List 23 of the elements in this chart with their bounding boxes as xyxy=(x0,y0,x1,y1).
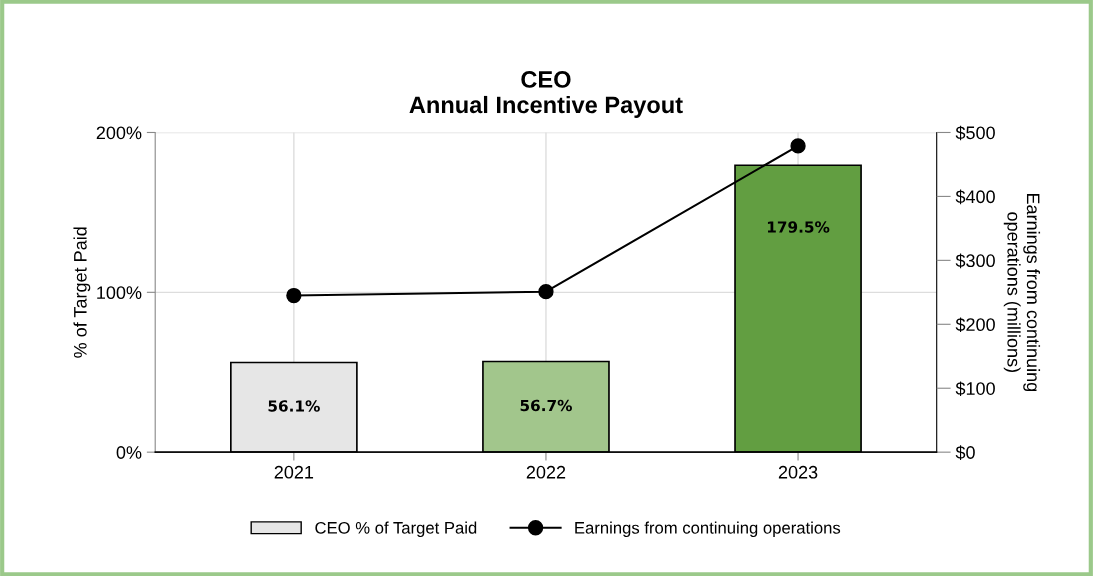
point xyxy=(538,284,554,300)
y2-axis-title: Earnings from continuing operations (millions) xyxy=(1003,193,1041,392)
y2-tick-label: $200 xyxy=(955,317,995,333)
data-label: 179.5% xyxy=(767,221,830,233)
point xyxy=(790,138,806,154)
data-label: 56.7% xyxy=(520,399,572,412)
x-tick-label: 2022 xyxy=(526,465,566,479)
y2-tick-label: $0 xyxy=(955,445,975,460)
x-tick-label: 2023 xyxy=(778,465,818,479)
y2-tick-label: $500 xyxy=(955,125,995,141)
y-tick-label: 100% xyxy=(97,286,142,300)
y2-tick-label: $400 xyxy=(955,189,995,205)
point xyxy=(286,287,302,304)
y-tick-label: 0% xyxy=(116,446,142,459)
y-axis-title: % of Target Paid xyxy=(73,227,91,358)
y2-tick-label: $300 xyxy=(955,253,995,269)
y-tick-label: 200% xyxy=(96,126,142,140)
legend-label: Earnings from continuing operations xyxy=(575,521,841,538)
y2-tick-label: $100 xyxy=(955,381,995,397)
x-tick-label: 2021 xyxy=(274,465,314,479)
chart-title: CEO Annual Incentive Payout xyxy=(409,71,683,118)
data-label: 56.1% xyxy=(268,400,320,412)
legend-label: CEO % of Target Paid xyxy=(315,521,477,538)
